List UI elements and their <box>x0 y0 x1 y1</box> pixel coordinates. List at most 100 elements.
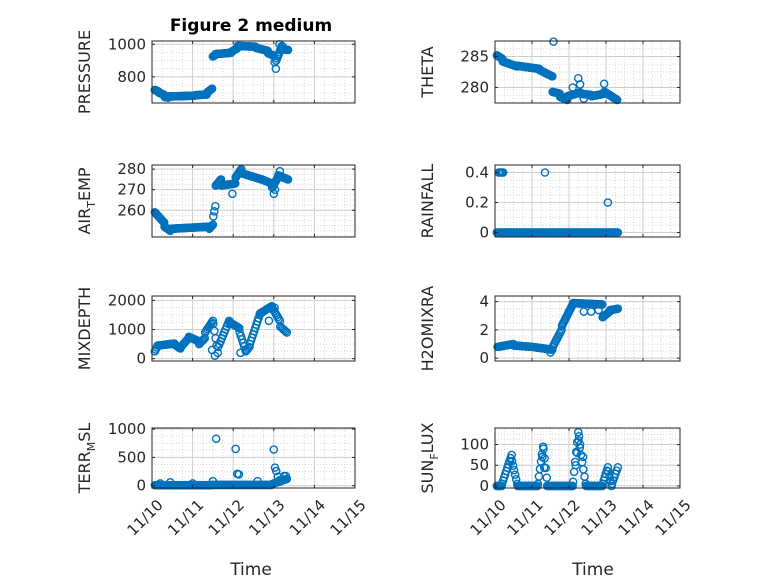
data-point <box>209 212 218 221</box>
data-point <box>211 434 221 444</box>
data-point <box>228 189 237 199</box>
data-point <box>207 84 217 93</box>
x-axis-label-left: Time <box>229 560 272 580</box>
y-ticks: 0 0.2 0.4 <box>465 164 680 242</box>
data-point <box>613 463 623 472</box>
data-points <box>493 298 623 357</box>
axes-box <box>151 295 356 362</box>
data-point <box>243 344 253 353</box>
data-point <box>207 221 217 230</box>
data-point <box>271 466 281 476</box>
data-points <box>492 37 622 105</box>
data-point <box>498 168 508 177</box>
data-point <box>510 470 520 480</box>
data-points <box>150 301 292 361</box>
data-point <box>208 316 218 326</box>
data-points <box>492 168 623 237</box>
axes-box <box>151 40 356 104</box>
y-axis-label: TERRMSL <box>75 423 98 495</box>
data-point <box>273 51 283 60</box>
y-ticks: 800 1000 <box>108 35 355 86</box>
data-point <box>603 467 613 476</box>
data-points <box>150 164 293 236</box>
data-point <box>568 83 578 92</box>
y-tick-label: 270 <box>117 181 146 199</box>
data-point <box>281 326 290 336</box>
data-point <box>573 427 583 437</box>
data-point <box>271 64 281 74</box>
data-point <box>539 444 548 453</box>
data-point <box>279 325 289 335</box>
data-point <box>155 479 165 488</box>
data-point <box>613 228 623 237</box>
y-axis-label: RAINFALL <box>418 164 437 239</box>
data-point <box>208 476 218 486</box>
data-point <box>275 166 285 176</box>
data-point <box>264 316 274 326</box>
y-tick-label: 280 <box>460 79 489 97</box>
data-point <box>245 342 254 352</box>
y-tick-label: 500 <box>117 448 146 466</box>
y-tick-label: 1000 <box>108 420 146 438</box>
data-point <box>281 471 291 481</box>
x-ticks <box>494 296 681 361</box>
data-point <box>540 168 550 177</box>
axes-box <box>494 40 681 104</box>
y-tick-label: 0 <box>136 477 146 495</box>
y-ticks: 0 2 4 <box>479 293 680 367</box>
y-tick-label: 800 <box>117 68 146 86</box>
y-ticks: 260 270 280 <box>117 160 355 219</box>
axes-box <box>494 427 681 489</box>
data-point <box>505 456 515 466</box>
y-tick-label: 2 <box>479 321 489 339</box>
y-axis-label: PRESSURE <box>75 30 94 114</box>
x-axis-label-right: Time <box>571 560 614 580</box>
data-point <box>542 473 552 482</box>
x-ticks <box>151 165 356 237</box>
y-tick-label: 0 <box>136 350 146 368</box>
data-point <box>548 72 557 81</box>
data-point <box>578 452 588 462</box>
data-point <box>270 185 280 194</box>
y-tick-label: 50 <box>470 456 489 474</box>
y-tick-label: 1000 <box>108 35 146 53</box>
axes-box <box>494 164 681 238</box>
y-axis-label: SUNFLUX <box>418 422 441 493</box>
x-ticks <box>494 165 681 237</box>
y-ticks: 0 50 100 <box>460 436 680 495</box>
data-point <box>198 336 207 345</box>
subplot-h2omixra: 0 2 4 H2OMIXRA <box>418 286 681 371</box>
data-point <box>165 478 175 487</box>
data-point <box>206 222 216 232</box>
y-tick-label: 260 <box>117 201 146 219</box>
y-tick-label: 280 <box>117 160 146 178</box>
axes-box <box>151 427 356 489</box>
data-points <box>150 39 293 102</box>
x-ticks <box>494 41 681 103</box>
subplot-theta: 280 285 THETA <box>418 37 681 105</box>
data-point <box>236 348 245 358</box>
data-point <box>546 348 555 357</box>
data-point <box>613 304 623 314</box>
data-point <box>283 175 293 184</box>
figure-title: Figure 2 medium <box>170 16 332 36</box>
data-point <box>572 448 582 458</box>
data-point <box>269 445 279 454</box>
y-tick-label: 285 <box>460 48 489 66</box>
data-point <box>208 220 218 229</box>
data-point <box>557 325 566 335</box>
subplot-pressure: 800 1000 PRESSURE <box>75 30 356 114</box>
data-point <box>270 303 279 312</box>
y-axis-label: MIXDEPTH <box>75 287 94 370</box>
y-ticks: 280 285 <box>460 48 680 97</box>
y-tick-label: 4 <box>479 293 489 311</box>
data-point <box>603 198 613 207</box>
data-point <box>575 440 585 449</box>
data-point <box>282 328 292 337</box>
data-point <box>538 452 547 462</box>
data-point <box>269 189 279 199</box>
y-tick-label: 0.2 <box>465 194 489 212</box>
y-tick-label: 2000 <box>108 291 146 309</box>
